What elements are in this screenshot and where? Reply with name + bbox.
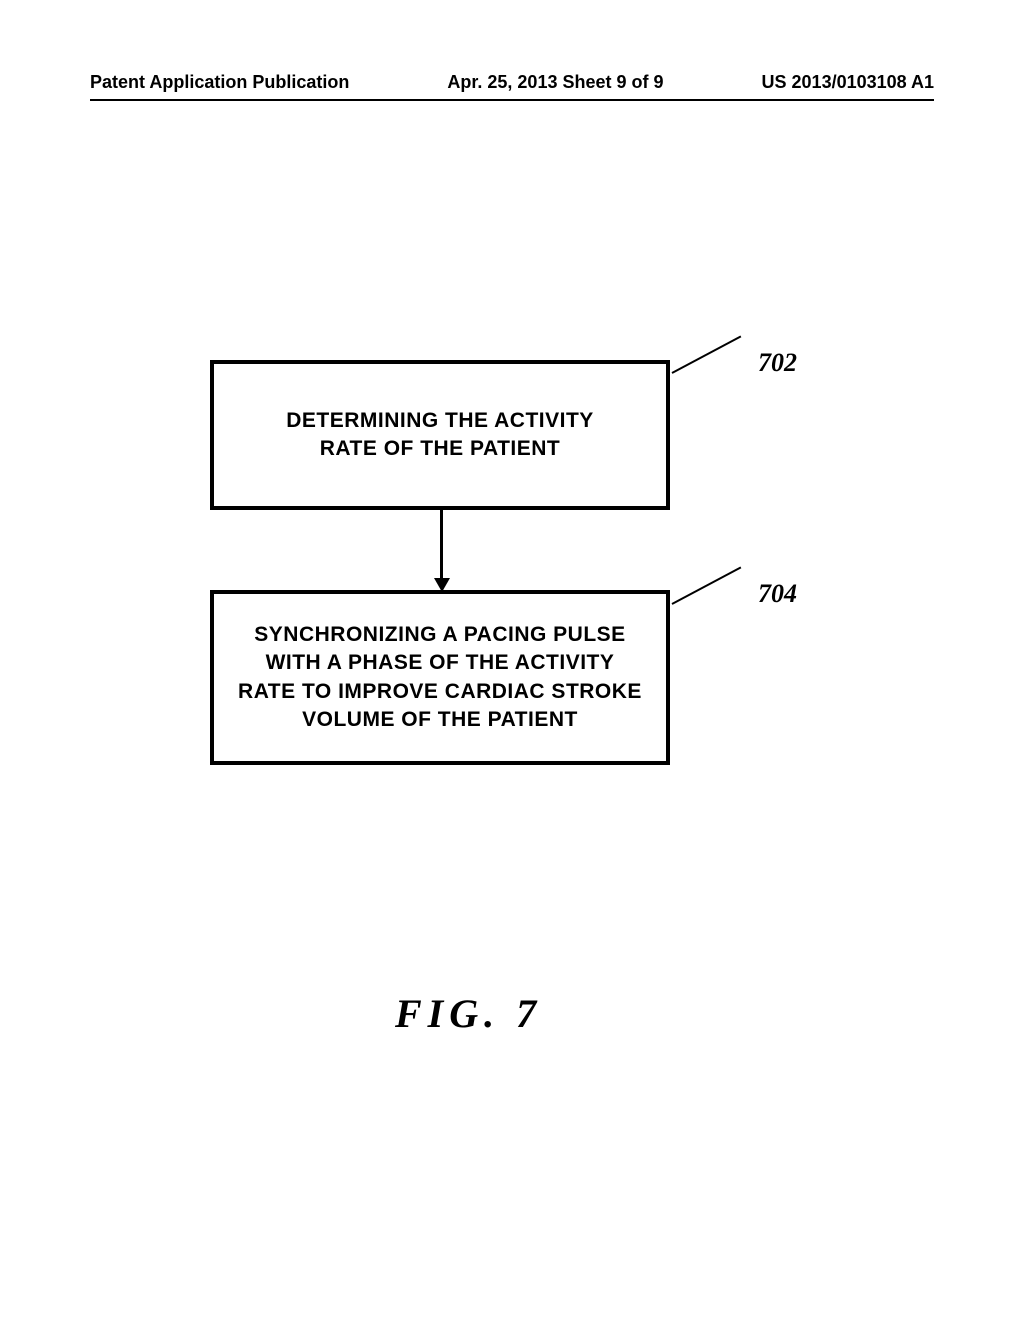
header-center: Apr. 25, 2013 Sheet 9 of 9 bbox=[447, 72, 663, 93]
page: Patent Application Publication Apr. 25, … bbox=[0, 0, 1024, 1320]
flowchart-edge bbox=[440, 510, 443, 580]
header-row: Patent Application Publication Apr. 25, … bbox=[90, 72, 934, 93]
flowchart-node: SYNCHRONIZING A PACING PULSEWITH A PHASE… bbox=[210, 590, 670, 765]
flowchart-node: DETERMINING THE ACTIVITYRATE OF THE PATI… bbox=[210, 360, 670, 510]
page-header: Patent Application Publication Apr. 25, … bbox=[0, 72, 1024, 101]
header-left: Patent Application Publication bbox=[90, 72, 349, 93]
header-rule bbox=[90, 99, 934, 101]
figure-label: FIG. 7 bbox=[395, 990, 542, 1037]
reference-number: 704 bbox=[758, 579, 797, 609]
reference-leader bbox=[672, 335, 742, 373]
arrow-down-icon bbox=[434, 578, 450, 592]
reference-number: 702 bbox=[758, 348, 797, 378]
reference-leader bbox=[672, 566, 742, 604]
header-right: US 2013/0103108 A1 bbox=[762, 72, 934, 93]
flowchart-node-text: DETERMINING THE ACTIVITYRATE OF THE PATI… bbox=[286, 407, 594, 464]
flowchart-node-text: SYNCHRONIZING A PACING PULSEWITH A PHASE… bbox=[238, 621, 642, 734]
